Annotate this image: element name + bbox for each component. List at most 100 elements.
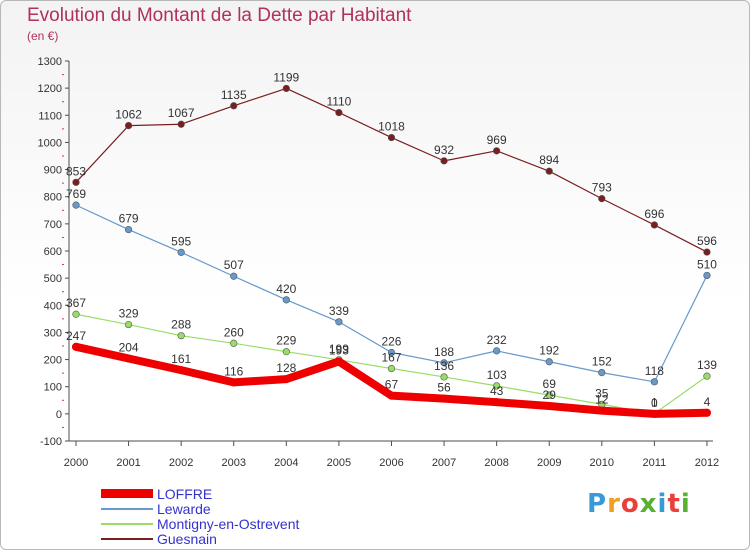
data-label: 1018 bbox=[378, 120, 405, 134]
legend-label-guesnain: Guesnain bbox=[157, 531, 217, 547]
y-tick-label: 900 bbox=[44, 165, 62, 177]
data-label: 193 bbox=[329, 343, 349, 357]
logo-letter: P bbox=[587, 489, 608, 519]
y-tick-label: 400 bbox=[44, 300, 62, 312]
data-point bbox=[387, 364, 396, 373]
logo-letter: r bbox=[607, 489, 621, 519]
data-point bbox=[335, 318, 343, 326]
legend-label-lewarde: Lewarde bbox=[157, 501, 211, 517]
y-tick-label: 500 bbox=[44, 273, 62, 285]
data-label: 56 bbox=[437, 381, 451, 395]
data-point bbox=[282, 296, 290, 304]
data-label: 1067 bbox=[168, 106, 195, 120]
data-point bbox=[650, 409, 659, 418]
y-tick-label: 800 bbox=[44, 192, 62, 204]
data-label: 12 bbox=[595, 393, 609, 407]
chart-subtitle: (en €) bbox=[27, 29, 59, 43]
y-tick-label: 1100 bbox=[38, 110, 62, 122]
data-point bbox=[650, 221, 658, 229]
data-point bbox=[282, 348, 290, 356]
data-label: 139 bbox=[697, 358, 717, 372]
data-point bbox=[703, 271, 711, 280]
data-point bbox=[545, 391, 553, 399]
data-point bbox=[492, 398, 501, 407]
logo-letter: t bbox=[667, 489, 681, 519]
data-label: 595 bbox=[171, 234, 191, 248]
data-point bbox=[545, 401, 554, 410]
data-point bbox=[703, 372, 711, 380]
x-tick-label: 2010 bbox=[590, 457, 614, 469]
data-label: 67 bbox=[385, 378, 399, 392]
data-point bbox=[650, 378, 658, 386]
x-tick-label: 2004 bbox=[274, 457, 298, 469]
data-point bbox=[387, 348, 396, 357]
y-tick-label: 300 bbox=[44, 327, 62, 339]
data-label: 420 bbox=[276, 282, 296, 296]
logo-letter: i bbox=[680, 489, 691, 519]
data-label: 204 bbox=[119, 340, 139, 354]
data-point bbox=[282, 84, 290, 93]
data-point bbox=[545, 167, 553, 175]
data-point bbox=[72, 342, 80, 351]
data-label: 1110 bbox=[326, 95, 351, 109]
data-point bbox=[440, 157, 448, 165]
x-tick-label: 2011 bbox=[643, 457, 667, 469]
data-label: 118 bbox=[645, 364, 664, 378]
data-label: 29 bbox=[543, 388, 557, 402]
data-label: 192 bbox=[539, 344, 559, 358]
x-tick-label: 2006 bbox=[379, 457, 403, 469]
legend-label-montigny: Montigny-en-Ostrevent bbox=[157, 516, 300, 532]
data-label: 161 bbox=[171, 352, 191, 366]
data-label: 232 bbox=[487, 333, 507, 347]
data-label: 199 bbox=[329, 342, 349, 356]
x-tick-label: 2003 bbox=[221, 457, 245, 469]
data-point bbox=[493, 347, 501, 355]
y-tick-label: 0 bbox=[56, 409, 62, 421]
data-point bbox=[702, 408, 711, 417]
data-label: 167 bbox=[381, 351, 401, 365]
y-tick-label: 600 bbox=[44, 246, 62, 258]
data-label: 116 bbox=[224, 364, 243, 378]
data-point bbox=[177, 248, 185, 256]
data-point bbox=[440, 373, 448, 381]
data-point bbox=[493, 382, 501, 390]
data-point bbox=[124, 354, 133, 363]
data-point bbox=[387, 133, 396, 142]
data-label: 679 bbox=[119, 212, 139, 226]
y-tick-label: 200 bbox=[44, 355, 62, 367]
legend-swatch-montigny bbox=[101, 523, 153, 525]
data-label: 69 bbox=[543, 377, 557, 391]
logo-letter: i bbox=[657, 489, 668, 519]
data-label: 769 bbox=[66, 187, 86, 201]
data-label: 136 bbox=[434, 359, 454, 373]
data-point bbox=[335, 108, 343, 117]
data-point bbox=[545, 358, 553, 366]
logo-letter: x bbox=[639, 489, 658, 519]
data-point bbox=[72, 178, 80, 186]
legend-swatch-loffre bbox=[101, 489, 153, 498]
data-label: 152 bbox=[592, 355, 612, 369]
data-label: 35 bbox=[595, 386, 609, 400]
x-tick-label: 2001 bbox=[116, 457, 140, 469]
y-tick-label: 700 bbox=[44, 219, 62, 231]
x-tick-label: 2009 bbox=[537, 457, 561, 469]
data-label: 247 bbox=[66, 329, 86, 343]
data-label: 1062 bbox=[115, 108, 142, 122]
data-label: 229 bbox=[276, 334, 296, 348]
data-label: 226 bbox=[381, 335, 401, 349]
x-tick-label: 2005 bbox=[327, 457, 351, 469]
data-label: 894 bbox=[539, 153, 559, 167]
y-tick-label: 1000 bbox=[38, 137, 62, 149]
data-point bbox=[230, 102, 238, 110]
data-point bbox=[124, 320, 133, 329]
x-tick-label: 2012 bbox=[695, 457, 719, 469]
data-label: 339 bbox=[329, 304, 349, 318]
data-point bbox=[230, 272, 238, 280]
legend-label-loffre: LOFFRE bbox=[157, 486, 213, 502]
data-point bbox=[72, 201, 80, 209]
data-point bbox=[177, 120, 185, 128]
data-point bbox=[72, 310, 80, 318]
data-label: 1 bbox=[651, 396, 658, 410]
logo-letter: o bbox=[620, 489, 640, 519]
